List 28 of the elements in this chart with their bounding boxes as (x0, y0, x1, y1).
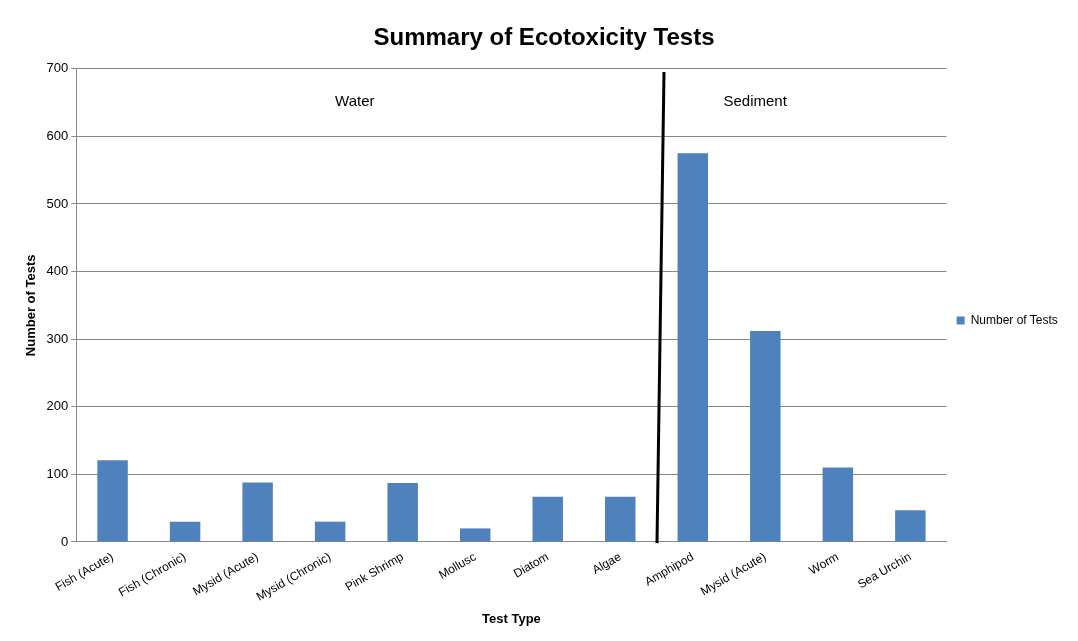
bar (822, 467, 854, 542)
bar (750, 331, 781, 542)
legend-label: Number of Tests (970, 312, 1058, 327)
y-tick-label: 100 (46, 465, 69, 481)
y-tick-label: 300 (46, 330, 69, 346)
y-tick-label: 400 (46, 263, 69, 279)
chart-title: Summary of Ecotoxicity Tests (373, 23, 715, 51)
y-tick-label: 600 (46, 127, 69, 143)
y-axis-title: Number of Tests (23, 254, 39, 357)
bar (97, 460, 128, 542)
x-tick-label: Algae (589, 549, 624, 577)
y-tick-label: 700 (46, 60, 69, 76)
x-axis-title: Test Type (482, 610, 541, 626)
bar (387, 483, 418, 542)
y-tick-label: 0 (61, 533, 69, 549)
y-tick-label: 500 (46, 195, 69, 211)
annotation: Sediment (723, 91, 788, 109)
bar (677, 153, 709, 542)
bar (242, 482, 273, 542)
bar (532, 496, 563, 542)
annotation: Water (335, 91, 375, 109)
x-tick-label: Worm (806, 549, 842, 578)
bar (895, 510, 926, 542)
bar (169, 521, 201, 542)
bar (605, 496, 636, 542)
bar (459, 528, 491, 542)
y-tick-label: 200 (46, 398, 69, 414)
bar (314, 521, 346, 542)
